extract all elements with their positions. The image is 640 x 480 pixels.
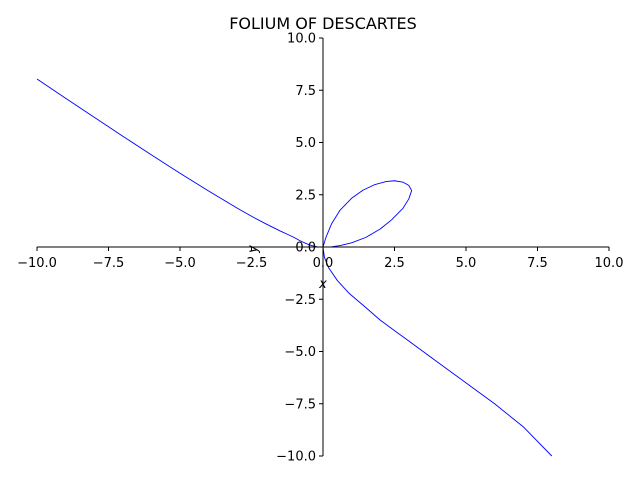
x-tick-label: −5.0 [164, 256, 196, 271]
series-line-0 [36, 78, 553, 457]
x-tick-label: 0.0 [313, 256, 334, 271]
y-tick-label: −7.5 [284, 397, 316, 412]
x-tick-label: −10.0 [17, 256, 57, 271]
y-tick-label: 5.0 [295, 136, 316, 151]
series-layer [36, 78, 553, 457]
y-tick-label: 10.0 [287, 32, 316, 47]
x-tick-label: −7.5 [93, 256, 125, 271]
x-tick-label: 5.0 [456, 256, 477, 271]
y-axis-label: y [246, 245, 261, 254]
y-tick-label: −10.0 [276, 450, 316, 465]
y-tick-label: 0.0 [295, 241, 316, 256]
y-tick-label: 7.5 [295, 84, 316, 99]
x-tick-label: 7.5 [527, 256, 548, 271]
y-tick-label: −2.5 [284, 293, 316, 308]
x-tick-label: −2.5 [236, 256, 268, 271]
y-tick-label: −5.0 [284, 345, 316, 360]
axes-layer: −10.0 −7.5 −5.0 −2.5 0.0 2.5 5.0 7.5 10.0 10.0 7.5… [17, 32, 623, 465]
x-tick-label: 10.0 [595, 256, 624, 271]
x-tick-label: 2.5 [384, 256, 405, 271]
chart-title: FOLIUM OF DESCARTES [229, 14, 417, 33]
x-axis-label: x [318, 277, 327, 292]
y-tick-label: 2.5 [295, 188, 316, 203]
